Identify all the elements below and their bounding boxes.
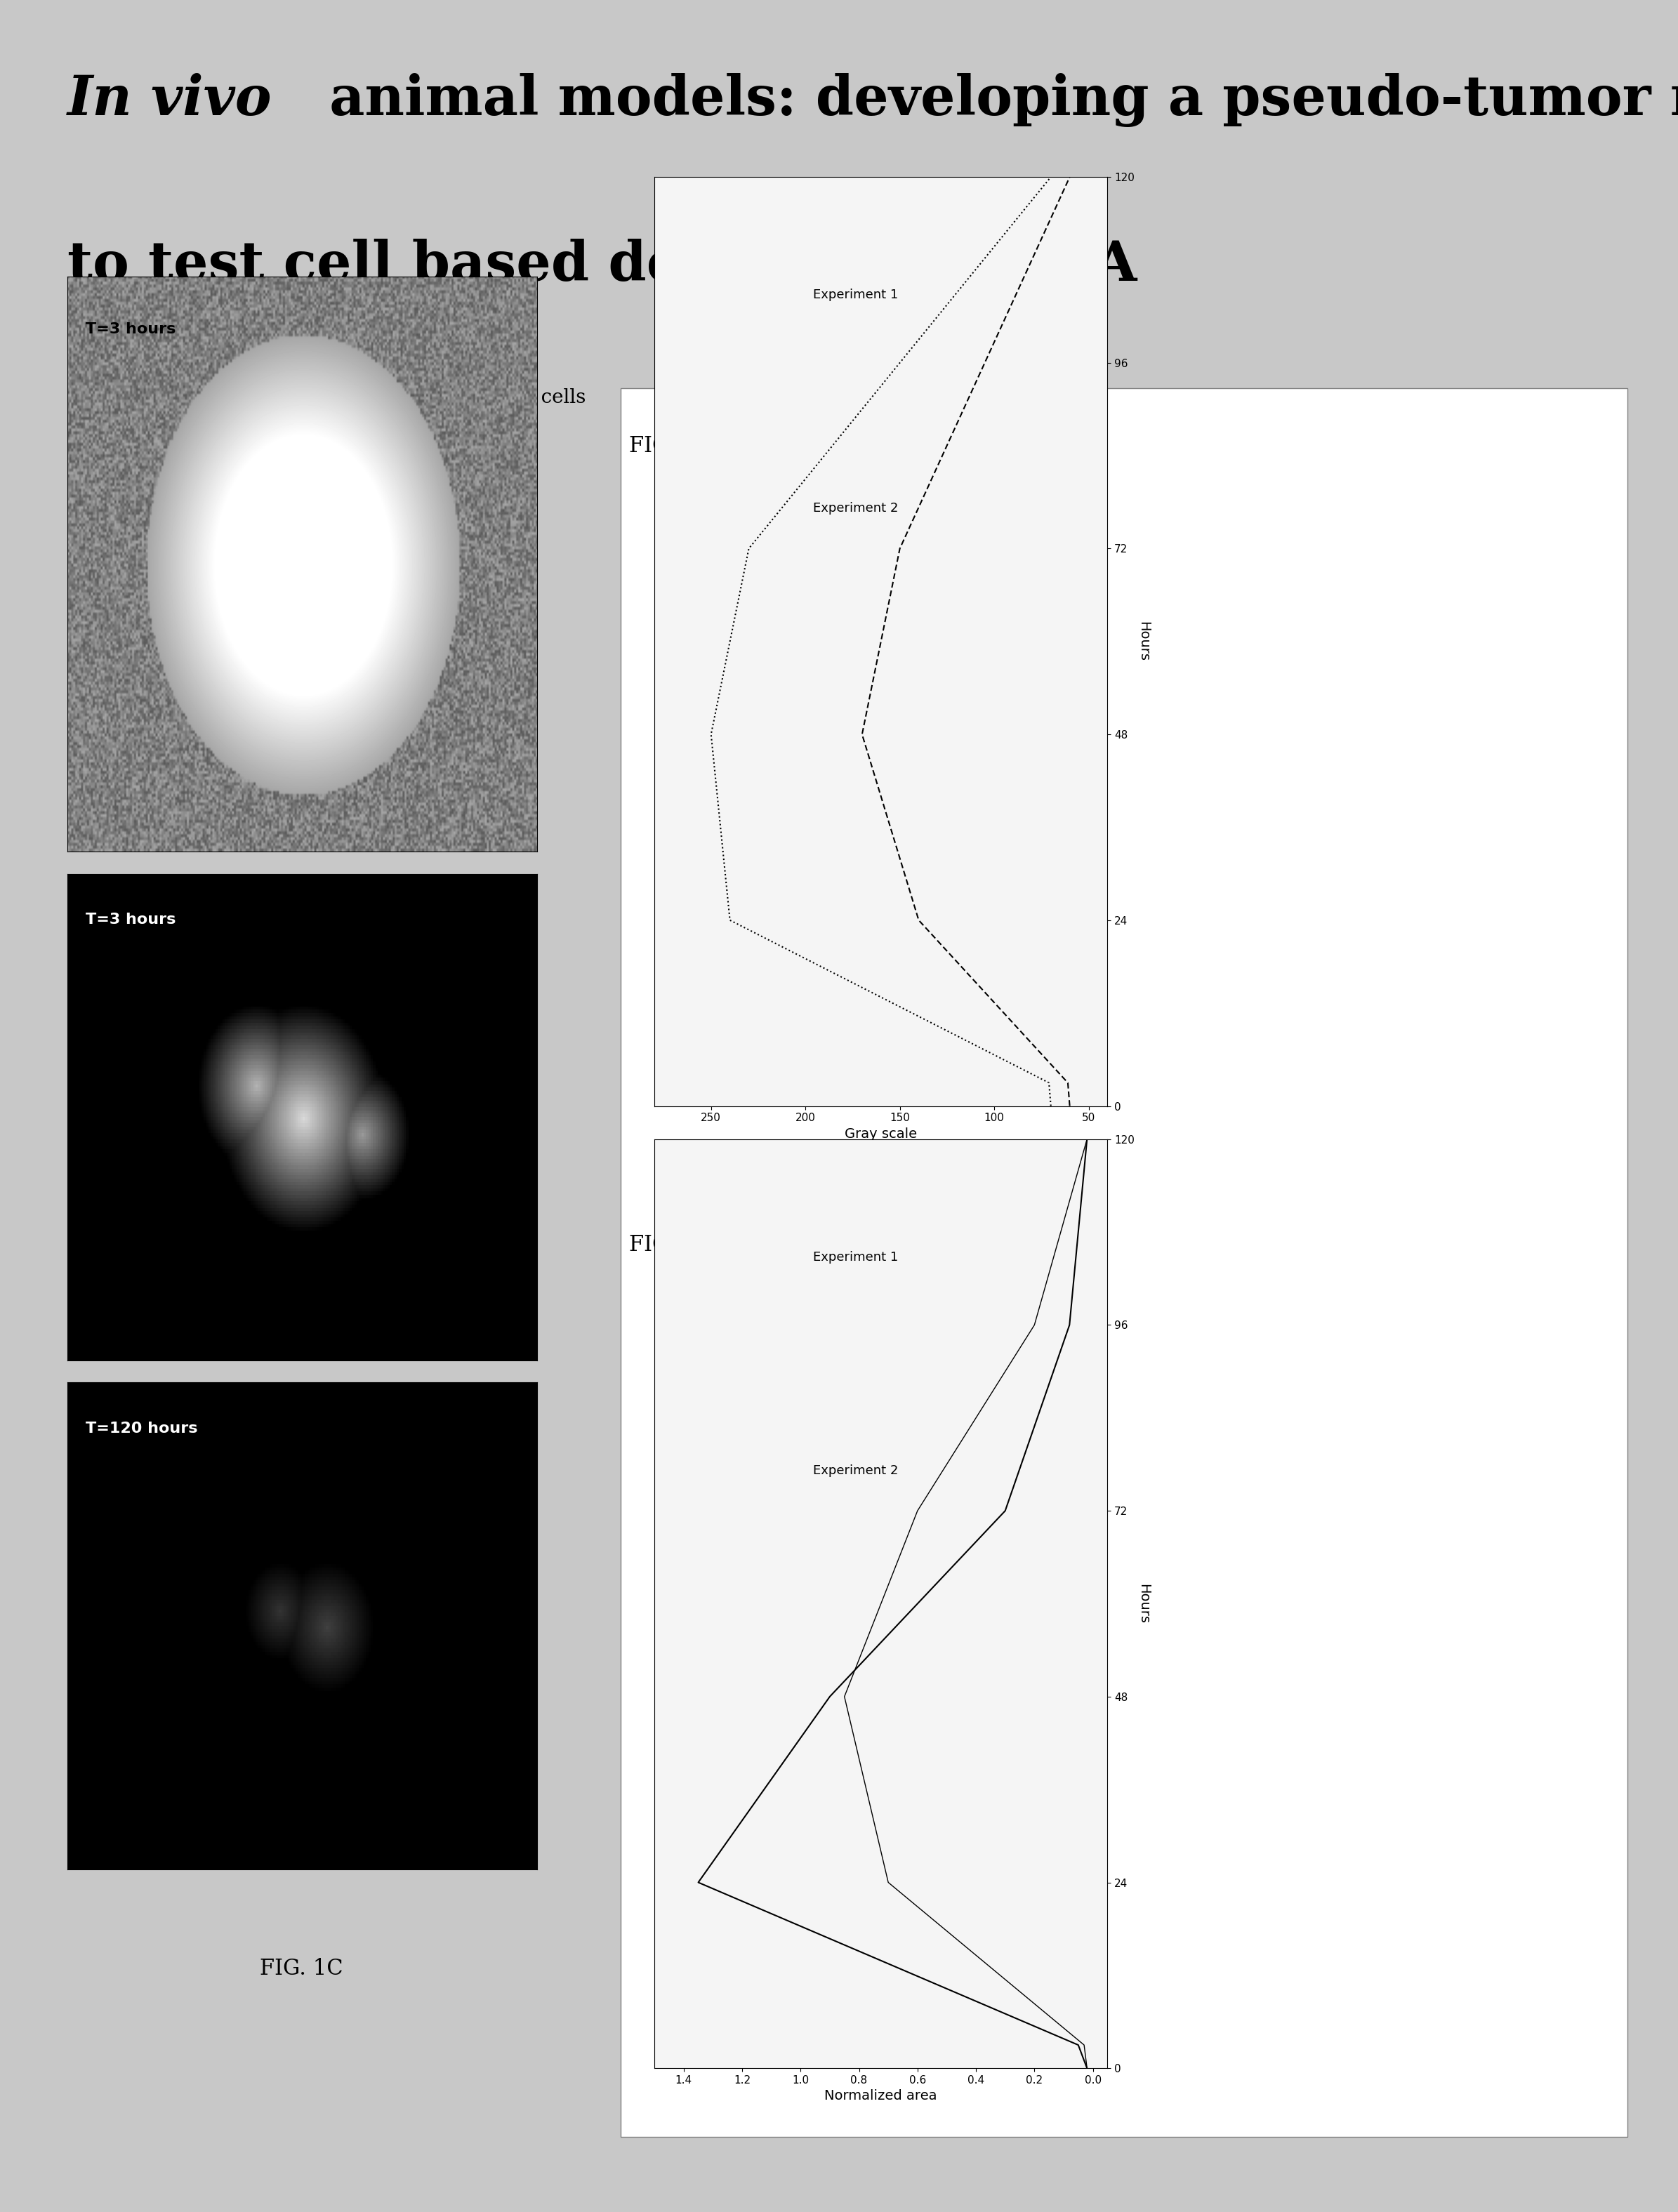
X-axis label: Gray scale: Gray scale	[844, 1128, 918, 1141]
Text: In vivo: In vivo	[67, 73, 272, 126]
Text: T=120 hours: T=120 hours	[86, 1422, 198, 1436]
Y-axis label: Hours: Hours	[1136, 622, 1149, 661]
Text: T=3 hours: T=3 hours	[86, 323, 176, 336]
Text: animal models: developing a pseudo-tumor model: animal models: developing a pseudo-tumor…	[310, 73, 1678, 126]
Text: T=3 hours: T=3 hours	[86, 914, 176, 927]
X-axis label: Normalized area: Normalized area	[824, 2090, 938, 2104]
Text: Experiment 1: Experiment 1	[812, 1250, 898, 1263]
Text: into the dermis of a nude mouse.: into the dermis of a nude mouse.	[67, 502, 393, 520]
Text: FIG. 1E: FIG. 1E	[629, 1234, 711, 1256]
Y-axis label: Hours: Hours	[1136, 1584, 1149, 1624]
Bar	[621, 389, 1628, 2137]
Text: Experiment 2: Experiment 2	[812, 502, 898, 515]
Text: Injection of 10 million HEK293 GFP expressing cells: Injection of 10 million HEK293 GFP expre…	[67, 389, 586, 407]
Text: Experiment 2: Experiment 2	[812, 1464, 898, 1478]
Text: to test cell based delivery of siRNA: to test cell based delivery of siRNA	[67, 239, 1136, 292]
Text: FIG. 1A: FIG. 1A	[260, 1093, 342, 1115]
Text: FIG. 1D: FIG. 1D	[629, 436, 713, 458]
Text: Experiment 1: Experiment 1	[812, 288, 898, 301]
Text: FIG. 1C: FIG. 1C	[260, 1958, 344, 1980]
Text: FIG. 1B: FIG. 1B	[260, 1517, 342, 1537]
